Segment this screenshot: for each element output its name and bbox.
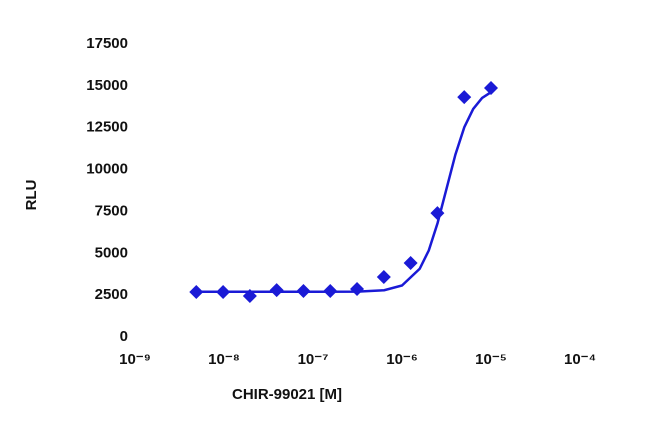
x-tick-label: 10⁻⁵ — [475, 351, 507, 368]
y-tick-label: 15000 — [86, 77, 128, 94]
data-point — [457, 90, 472, 105]
y-tick-label: 10000 — [86, 161, 128, 178]
y-tick-label: 17500 — [86, 35, 128, 52]
x-tick-label: 10⁻⁷ — [298, 351, 329, 368]
y-tick-label: 7500 — [95, 202, 128, 219]
x-tick-label: 10⁻⁴ — [564, 351, 596, 368]
data-point — [323, 283, 338, 298]
data-point — [296, 283, 311, 298]
data-point — [189, 284, 204, 299]
data-point — [376, 270, 391, 285]
x-tick-label: 10⁻⁹ — [119, 351, 151, 368]
y-tick-label: 0 — [120, 328, 128, 345]
x-axis-label: CHIR-99021 [M] — [232, 386, 342, 403]
data-point — [484, 81, 498, 96]
data-point — [350, 281, 365, 296]
x-tick-label: 10⁻⁸ — [208, 351, 240, 368]
data-point — [403, 255, 418, 270]
data-point — [242, 288, 257, 303]
data-point — [216, 284, 231, 299]
x-tick-label: 10⁻⁶ — [386, 351, 418, 368]
fit-curve — [197, 91, 492, 294]
y-tick-label: 5000 — [95, 244, 128, 261]
data-point — [269, 283, 284, 298]
data-point — [430, 206, 445, 221]
y-tick-label: 12500 — [86, 119, 128, 136]
y-axis-label: RLU — [23, 180, 40, 211]
y-tick-label: 2500 — [95, 286, 128, 303]
